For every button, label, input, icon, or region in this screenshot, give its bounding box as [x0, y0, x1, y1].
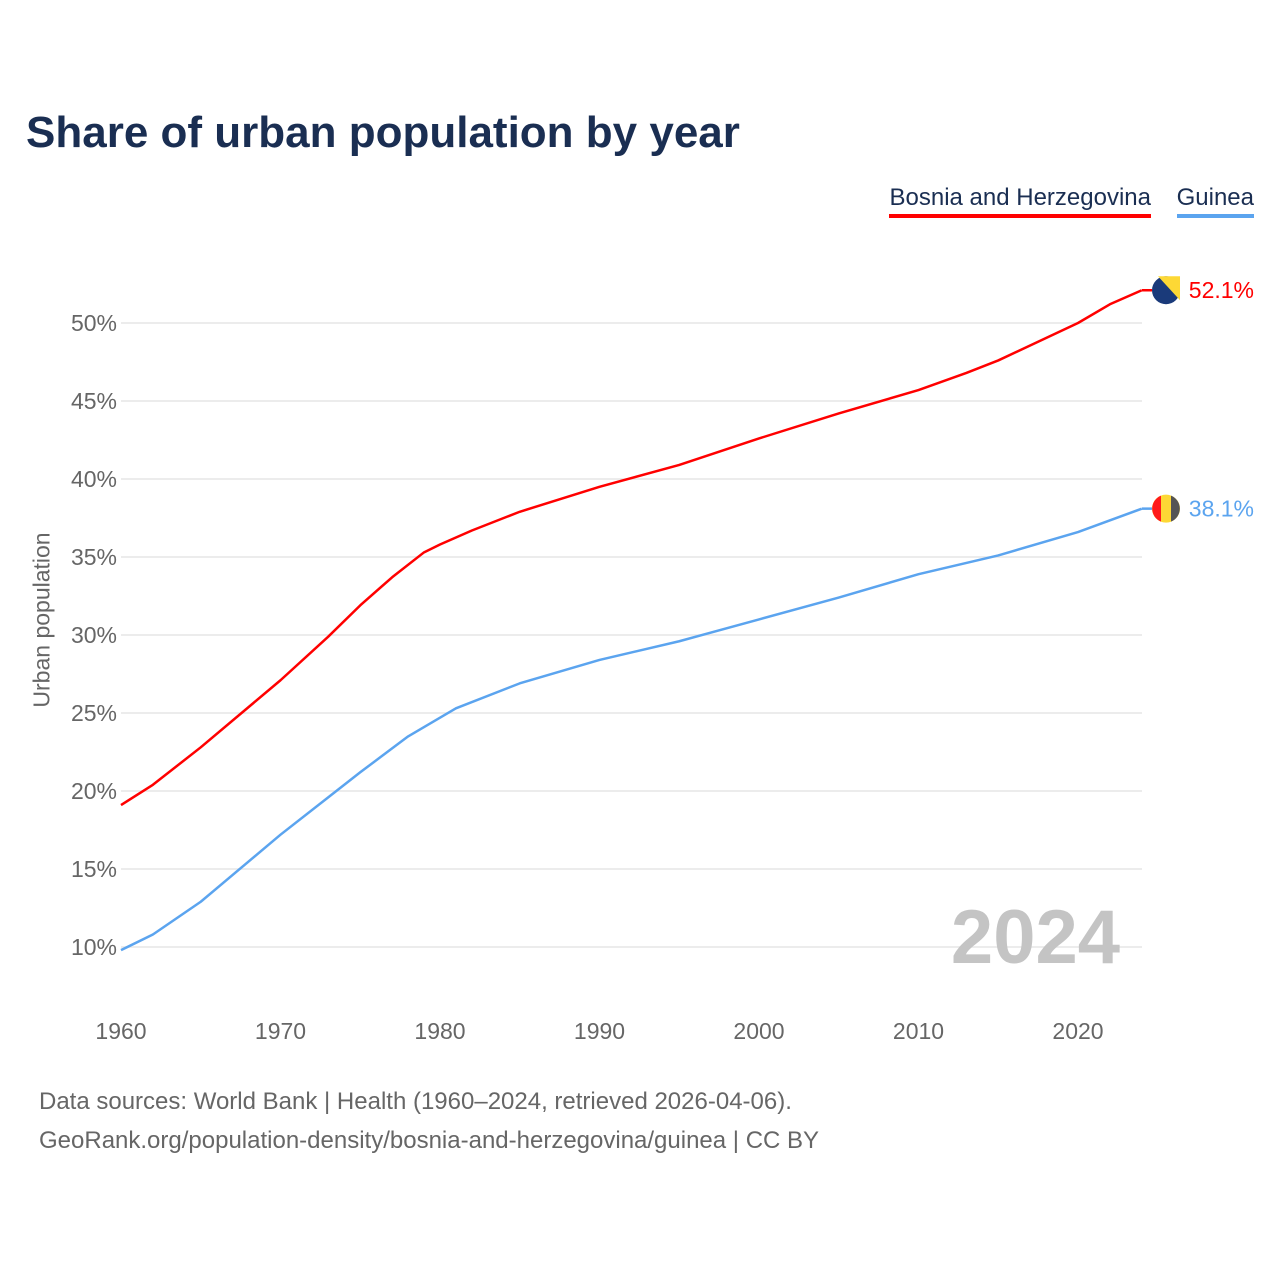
year-watermark: 2024 [951, 895, 1120, 980]
x-tick-label: 2000 [733, 1018, 784, 1044]
bosnia-flag-triangle [1158, 276, 1180, 301]
end-value-label: 38.1% [1189, 496, 1254, 522]
y-tick-label: 30% [71, 622, 117, 648]
x-tick-label: 2010 [893, 1018, 944, 1044]
y-tick-label: 10% [71, 934, 117, 960]
legend-guinea[interactable]: Guinea [1176, 184, 1254, 218]
footer-sources: Data sources: World Bank | Health (1960–… [39, 1088, 792, 1115]
chart-title: Share of urban population by year [26, 108, 740, 157]
footer-url[interactable]: GeoRank.org/population-density/bosnia-an… [39, 1127, 820, 1154]
guinea-flag-red [1152, 495, 1161, 522]
series-line-1 [120, 507, 1143, 952]
y-tick-label: 35% [71, 544, 117, 570]
y-tick-label: 45% [71, 388, 117, 414]
end-value-label: 52.1% [1189, 277, 1254, 303]
guinea-flag-green [1171, 495, 1180, 522]
series-line-0 [120, 289, 1143, 807]
y-tick-label: 20% [71, 778, 117, 804]
x-tick-label: 1960 [95, 1018, 146, 1044]
y-tick-label: 25% [71, 700, 117, 726]
y-tick-label: 50% [71, 310, 117, 336]
y-tick-label: 15% [71, 856, 117, 882]
x-tick-label: 1970 [255, 1018, 306, 1044]
x-tick-label: 1980 [414, 1018, 465, 1044]
y-tick-label: 40% [71, 466, 117, 492]
x-tick-label: 2020 [1052, 1018, 1103, 1044]
legend-bosnia[interactable]: Bosnia and Herzegovina [889, 184, 1151, 218]
x-tick-label: 1990 [574, 1018, 625, 1044]
